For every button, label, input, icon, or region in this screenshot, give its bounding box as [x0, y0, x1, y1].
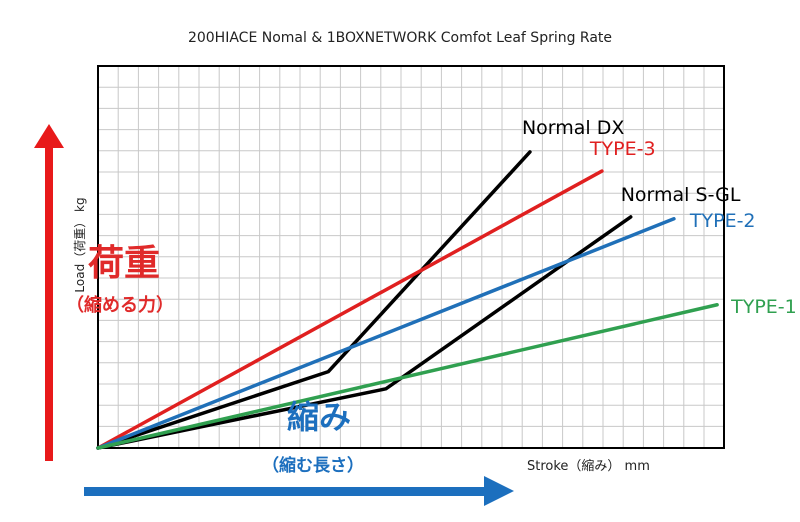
- stroke-arrow: [84, 476, 514, 506]
- series-line-normal-dx: [96, 150, 532, 450]
- plot-frame: [97, 65, 725, 449]
- y-axis-label: Load（荷重） kg: [73, 197, 87, 292]
- series-line-type-1: [96, 303, 719, 450]
- grid: [97, 65, 724, 449]
- load-arrow: [34, 124, 64, 461]
- series-label-normal-s-gl: Normal S-GL: [621, 184, 741, 206]
- stroke-annotation-sub: （縮む長さ）: [262, 455, 364, 476]
- series-line-type-2: [96, 217, 676, 450]
- series-label-type-2: TYPE-2: [689, 210, 756, 232]
- x-axis-label: Stroke（縮み） mm: [527, 458, 650, 474]
- series-label-type-1: TYPE-1: [730, 296, 797, 318]
- series-line-normal-s-gl: [96, 215, 633, 450]
- series-label-type-3: TYPE-3: [589, 138, 656, 160]
- load-annotation-sub: （縮める力）: [66, 294, 174, 316]
- stroke-annotation: 縮み: [287, 398, 351, 436]
- load-annotation: 荷重: [88, 243, 160, 284]
- series-lines: [96, 150, 719, 450]
- chart-title: 200HIACE Nomal & 1BOXNETWORK Comfot Leaf…: [187, 30, 613, 46]
- series-label-normal-dx: Normal DX: [522, 117, 624, 139]
- series-line-type-3: [96, 169, 604, 450]
